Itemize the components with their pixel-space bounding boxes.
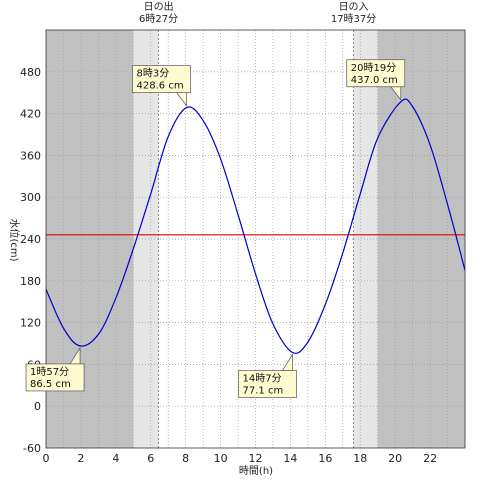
x-tick-label: 2	[77, 452, 84, 465]
x-tick-label: 22	[423, 452, 437, 465]
y-tick-label: 300	[20, 191, 41, 204]
tide-series-line	[45, 98, 466, 354]
y-axis-title: 水位(cm)	[8, 218, 21, 261]
x-tick-labels: 0 2 4 6 8 10 12 14 16 18 20 22	[43, 452, 438, 465]
sunrise-time: 6時27分	[139, 13, 178, 25]
x-axis-title: 時間(h)	[239, 465, 273, 477]
y-tick-label: 420	[20, 108, 41, 121]
x-tick-label: 12	[249, 452, 263, 465]
y-tick-label: 0	[34, 400, 41, 413]
callout-level: 428.6 cm	[137, 81, 184, 92]
x-tick-label: 10	[214, 452, 228, 465]
callout-time: 1時57分	[30, 366, 69, 378]
callout-box	[238, 370, 297, 398]
callout-time: 8時3分	[137, 68, 170, 80]
callout-time: 20時19分	[351, 62, 396, 74]
sunset-time: 17時37分	[331, 13, 376, 25]
y-tick-label: 360	[20, 149, 41, 162]
y-tick-label: 180	[20, 275, 41, 288]
callout-level: 86.5 cm	[30, 379, 71, 390]
x-tick-label: 4	[112, 452, 119, 465]
y-tick-label: -60	[23, 442, 41, 455]
callout-box	[132, 65, 191, 93]
y-tick-label: 480	[20, 66, 41, 79]
sunset-label: 日の入	[339, 2, 369, 13]
callout-time: 14時7分	[243, 372, 282, 384]
x-tick-label: 14	[283, 452, 297, 465]
x-tick-label: 0	[43, 452, 50, 465]
callout-level: 437.0 cm	[351, 75, 398, 86]
callout-box	[25, 363, 85, 392]
x-tick-label: 18	[353, 452, 367, 465]
x-tick-label: 8	[182, 452, 189, 465]
y-tick-label: 240	[20, 233, 41, 246]
plot-frame	[45, 29, 466, 449]
x-tick-label: 20	[388, 452, 402, 465]
x-tick-label: 6	[147, 452, 154, 465]
y-tick-labels: -60060120180240300360420480	[20, 66, 41, 455]
series-group	[45, 98, 466, 354]
callout-level: 77.1 cm	[243, 385, 284, 396]
y-tick-label: 120	[20, 317, 41, 330]
plot-border	[45, 29, 466, 449]
sunrise-label: 日の出	[144, 0, 174, 13]
callout-box	[346, 59, 406, 88]
sun-labels: 日の出 6時27分 日の入 17時37分	[139, 0, 376, 25]
x-tick-label: 16	[318, 452, 332, 465]
